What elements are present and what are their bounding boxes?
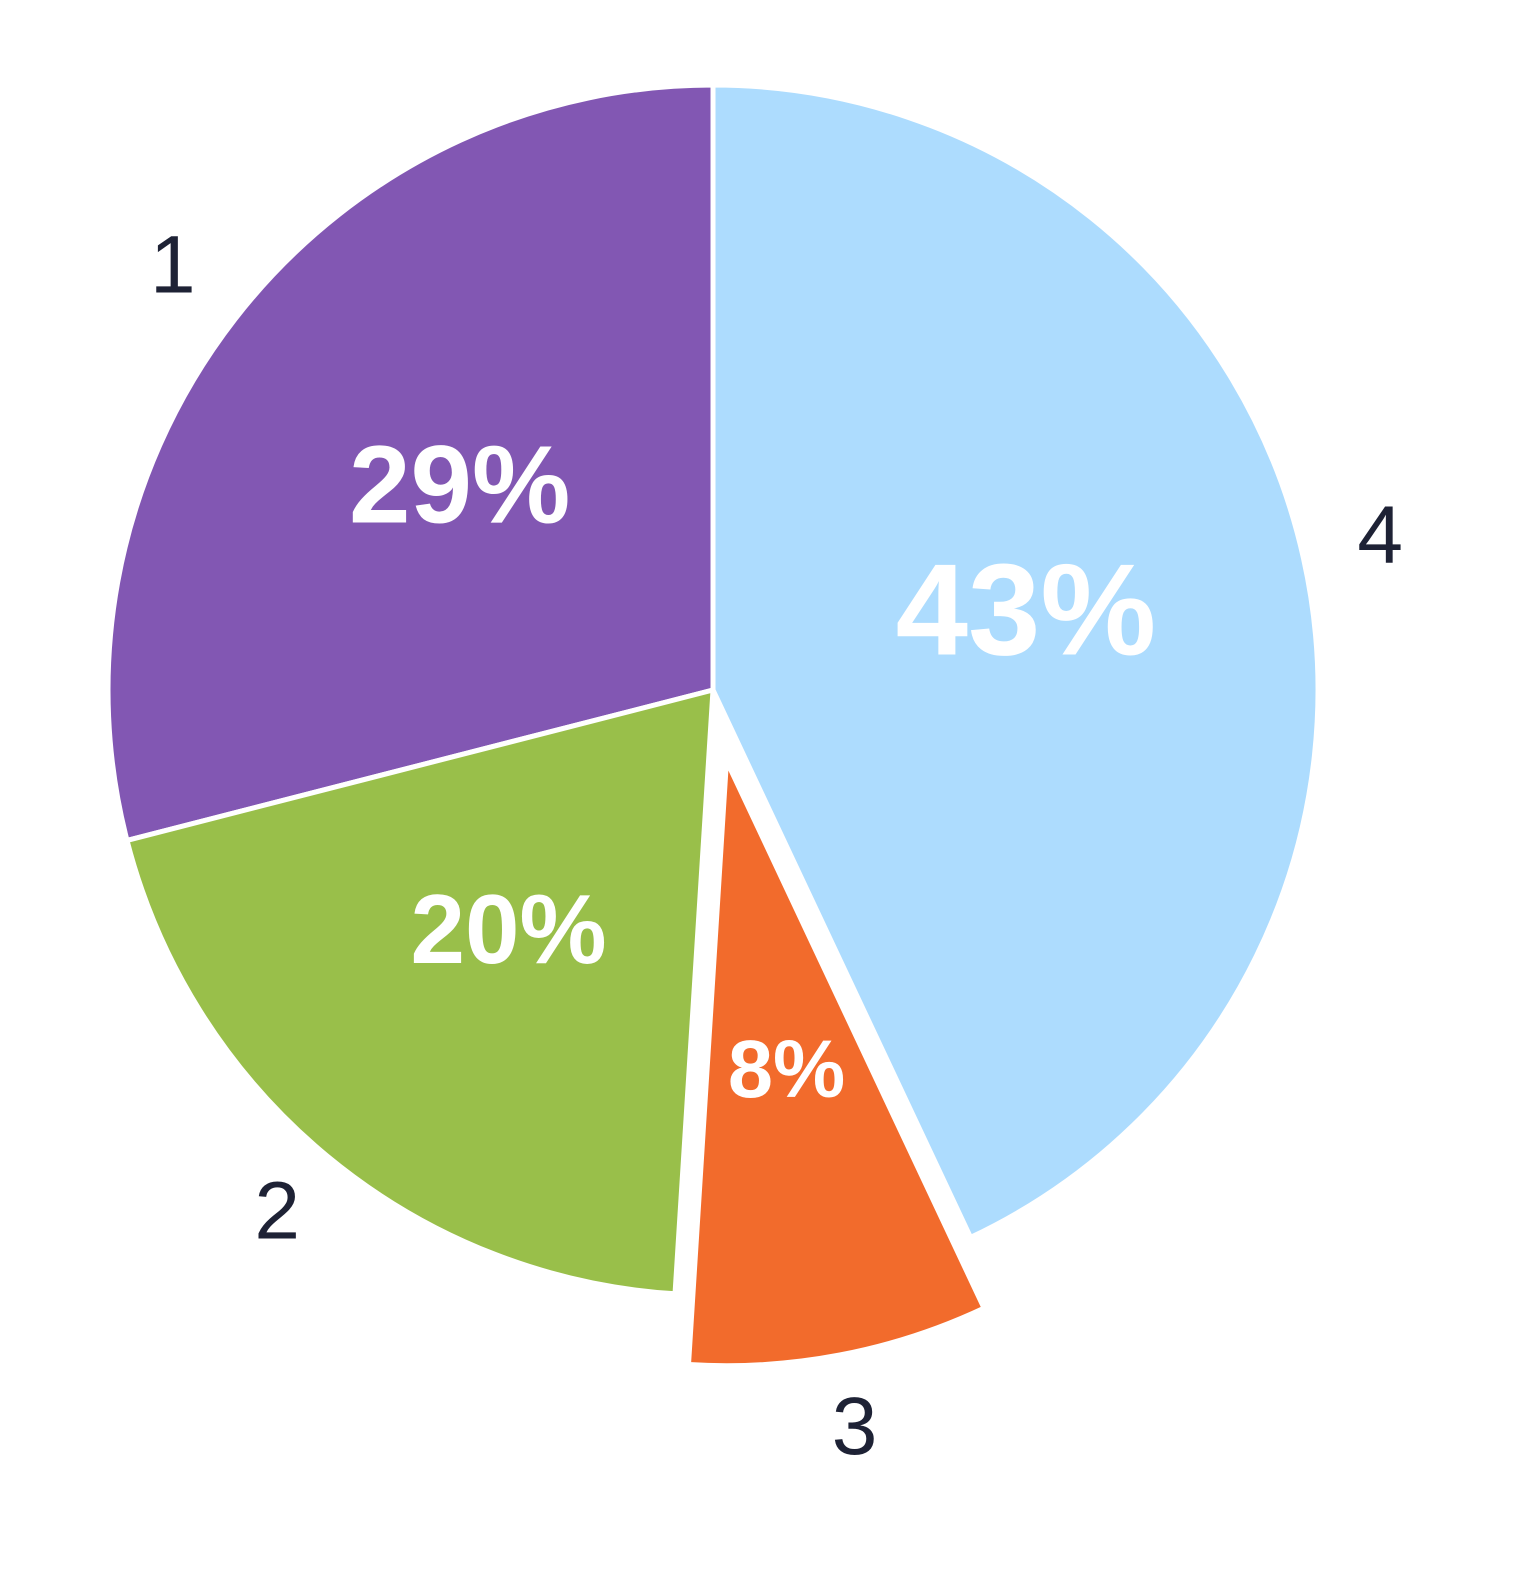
- value-label: 43%: [896, 536, 1157, 682]
- category-label: 2: [254, 1165, 300, 1256]
- category-label: 3: [832, 1381, 878, 1472]
- category-label: 1: [150, 220, 196, 311]
- pie-slice: [685, 759, 988, 1369]
- pie-slice: [123, 686, 716, 1297]
- pie-slice: [105, 82, 716, 844]
- pie-slice: [710, 82, 1321, 1241]
- category-label: 4: [1357, 490, 1403, 581]
- value-label: 20%: [411, 874, 607, 984]
- value-label: 29%: [349, 424, 570, 547]
- value-label: 8%: [728, 1025, 845, 1115]
